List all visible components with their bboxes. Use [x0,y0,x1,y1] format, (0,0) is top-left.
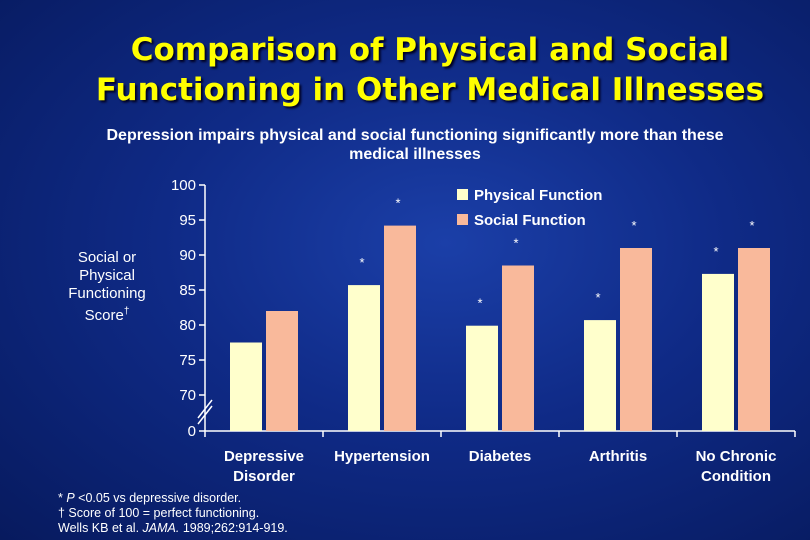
significance-star: * [477,296,482,311]
bar [384,225,416,431]
bar [620,248,652,431]
y-tick-label: 95 [179,212,196,229]
y-tick-label: 85 [179,282,196,299]
bar [230,342,262,431]
category-label: Diabetes [469,448,532,465]
slide-subtitle: Depression impairs physical and social f… [50,126,780,164]
category-label: No Chronic [696,448,777,465]
legend-swatch [457,214,468,225]
footnote-significance: * P <0.05 vs depressive disorder. [58,491,288,506]
footnotes: * P <0.05 vs depressive disorder. † Scor… [58,491,288,536]
legend-label: Social Function [474,212,586,229]
axis-break-mark [197,399,213,419]
footnote-citation: Wells KB et al. JAMA. 1989;262:914-919. [58,521,288,536]
bar [466,325,498,431]
y-tick-label: 80 [179,317,196,334]
y-axis-label-line-2: Physical [79,267,135,284]
y-axis-label-line-4: Score† [52,303,162,325]
significance-star: * [513,236,518,251]
footnote-p: P [66,491,75,505]
y-axis-label-line-3: Functioning [68,285,146,302]
footnote-p-text: <0.05 vs depressive disorder. [74,491,242,505]
slide-title: Comparison of Physical and Social Functi… [40,30,810,110]
category-label: Disorder [233,468,295,485]
bar [738,248,770,431]
legend-swatch [457,189,468,200]
category-label: Arthritis [589,448,647,465]
y-tick-label: 100 [171,177,196,194]
category-label: Condition [701,468,771,485]
bar [348,285,380,431]
y-tick-label: 70 [179,387,196,404]
citation-authors: Wells KB et al. [58,521,143,535]
bar [266,311,298,431]
dagger-mark: † [123,306,130,317]
slide-subtitle-line-1: Depression impairs physical and social f… [106,127,724,144]
legend-label: Physical Function [474,187,602,204]
significance-star: * [631,218,636,233]
significance-star: * [395,196,400,211]
significance-star: * [749,218,754,233]
y-axis-label-line-1: Social or [77,249,137,266]
y-tick-label: 0 [188,423,196,440]
significance-star: * [359,255,364,270]
slide-title-line-2: Functioning in Other Medical Illnesses [95,72,765,108]
y-axis-label-word: Score [84,307,124,324]
slide-subtitle-line-2: medical illnesses [349,146,481,163]
citation-details: 1989;262:914-919. [179,521,288,535]
category-label: Depressive [224,448,304,465]
axis-break-mark [197,405,213,425]
footnote-star: * [58,491,67,505]
footnote-dagger: † Score of 100 = perfect functioning. [58,506,260,520]
citation-journal: JAMA. [142,521,180,535]
slide-title-line-1: Comparison of Physical and Social [130,32,730,68]
significance-star: * [595,290,600,305]
significance-star: * [713,244,718,259]
category-label: Hypertension [334,448,430,465]
bar [702,273,734,431]
y-tick-label: 90 [179,247,196,264]
bar [502,265,534,431]
y-tick-label: 75 [179,352,196,369]
bar [584,320,616,431]
y-axis-label: Social or Physical Functioning Score† [52,249,162,325]
